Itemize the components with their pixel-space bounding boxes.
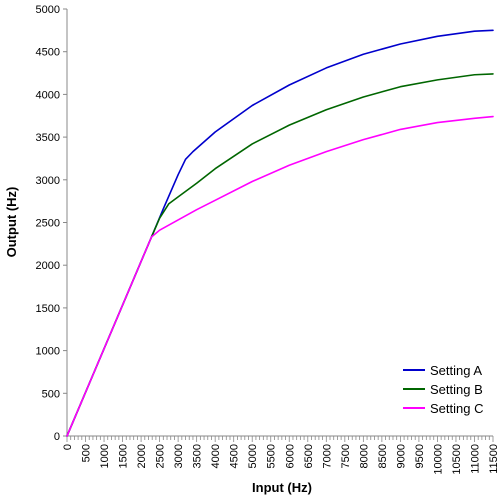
y-tick-label: 1500 [36,303,60,315]
legend-label: Setting B [430,382,483,397]
y-tick-label: 1000 [36,346,60,358]
y-tick-label: 0 [54,431,60,443]
series-line-1 [66,29,494,437]
x-tick-label: 5500 [266,444,278,468]
y-tick-label: 5000 [36,4,60,16]
y-tick-label: 3000 [36,175,60,187]
series-lines [66,29,494,437]
x-tick-label: 2000 [136,444,148,468]
legend-label: Setting C [430,401,483,416]
x-axis-title: Input (Hz) [252,480,312,495]
y-tick-label: 4000 [36,89,60,101]
x-tick-label: 3500 [192,444,204,468]
x-tick-label: 11500 [488,444,500,474]
x-tick-label: 2500 [155,444,167,468]
x-tick-label: 0 [62,444,74,450]
x-tick-label: 6000 [284,444,296,468]
y-tick-label: 2000 [36,260,60,272]
legend-label: Setting A [430,363,482,378]
legend: Setting A Setting B Setting C [403,363,483,416]
y-tick-label: 2500 [36,218,60,230]
x-axis: 0 500 1000 1500 2000 2500 3000 3500 4000 4500 5000… [62,435,500,475]
x-tick-label: 3000 [173,444,185,468]
x-tick-label: 8000 [358,444,370,468]
x-tick-label: 4500 [229,444,241,468]
y-tick-label: 3500 [36,132,60,144]
x-tick-label: 9500 [414,444,426,468]
x-tick-label: 9000 [395,444,407,468]
x-tick-label: 10000 [432,444,444,475]
x-tick-label: 500 [81,444,93,462]
y-axis-title: Output (Hz) [4,187,19,258]
x-tick-label: 1000 [99,444,111,468]
y-axis: 0 500 1000 1500 2000 2500 3000 3500 4000 4500 5000 [36,4,68,443]
x-tick-label: 11000 [469,444,481,474]
x-tick-label: 7000 [321,444,333,468]
y-tick-label: 4500 [36,47,60,59]
x-tick-label: 7500 [340,444,352,468]
y-tick-label: 500 [42,388,60,400]
series-line-3 [66,115,494,437]
x-tick-label: 5000 [247,444,259,468]
x-tick-label: 4000 [210,444,222,468]
x-tick-label: 8500 [377,444,389,468]
series-line-2 [66,73,494,437]
x-tick-label: 10500 [451,444,463,475]
x-tick-label: 1500 [118,444,130,468]
x-tick-label: 6500 [303,444,315,468]
